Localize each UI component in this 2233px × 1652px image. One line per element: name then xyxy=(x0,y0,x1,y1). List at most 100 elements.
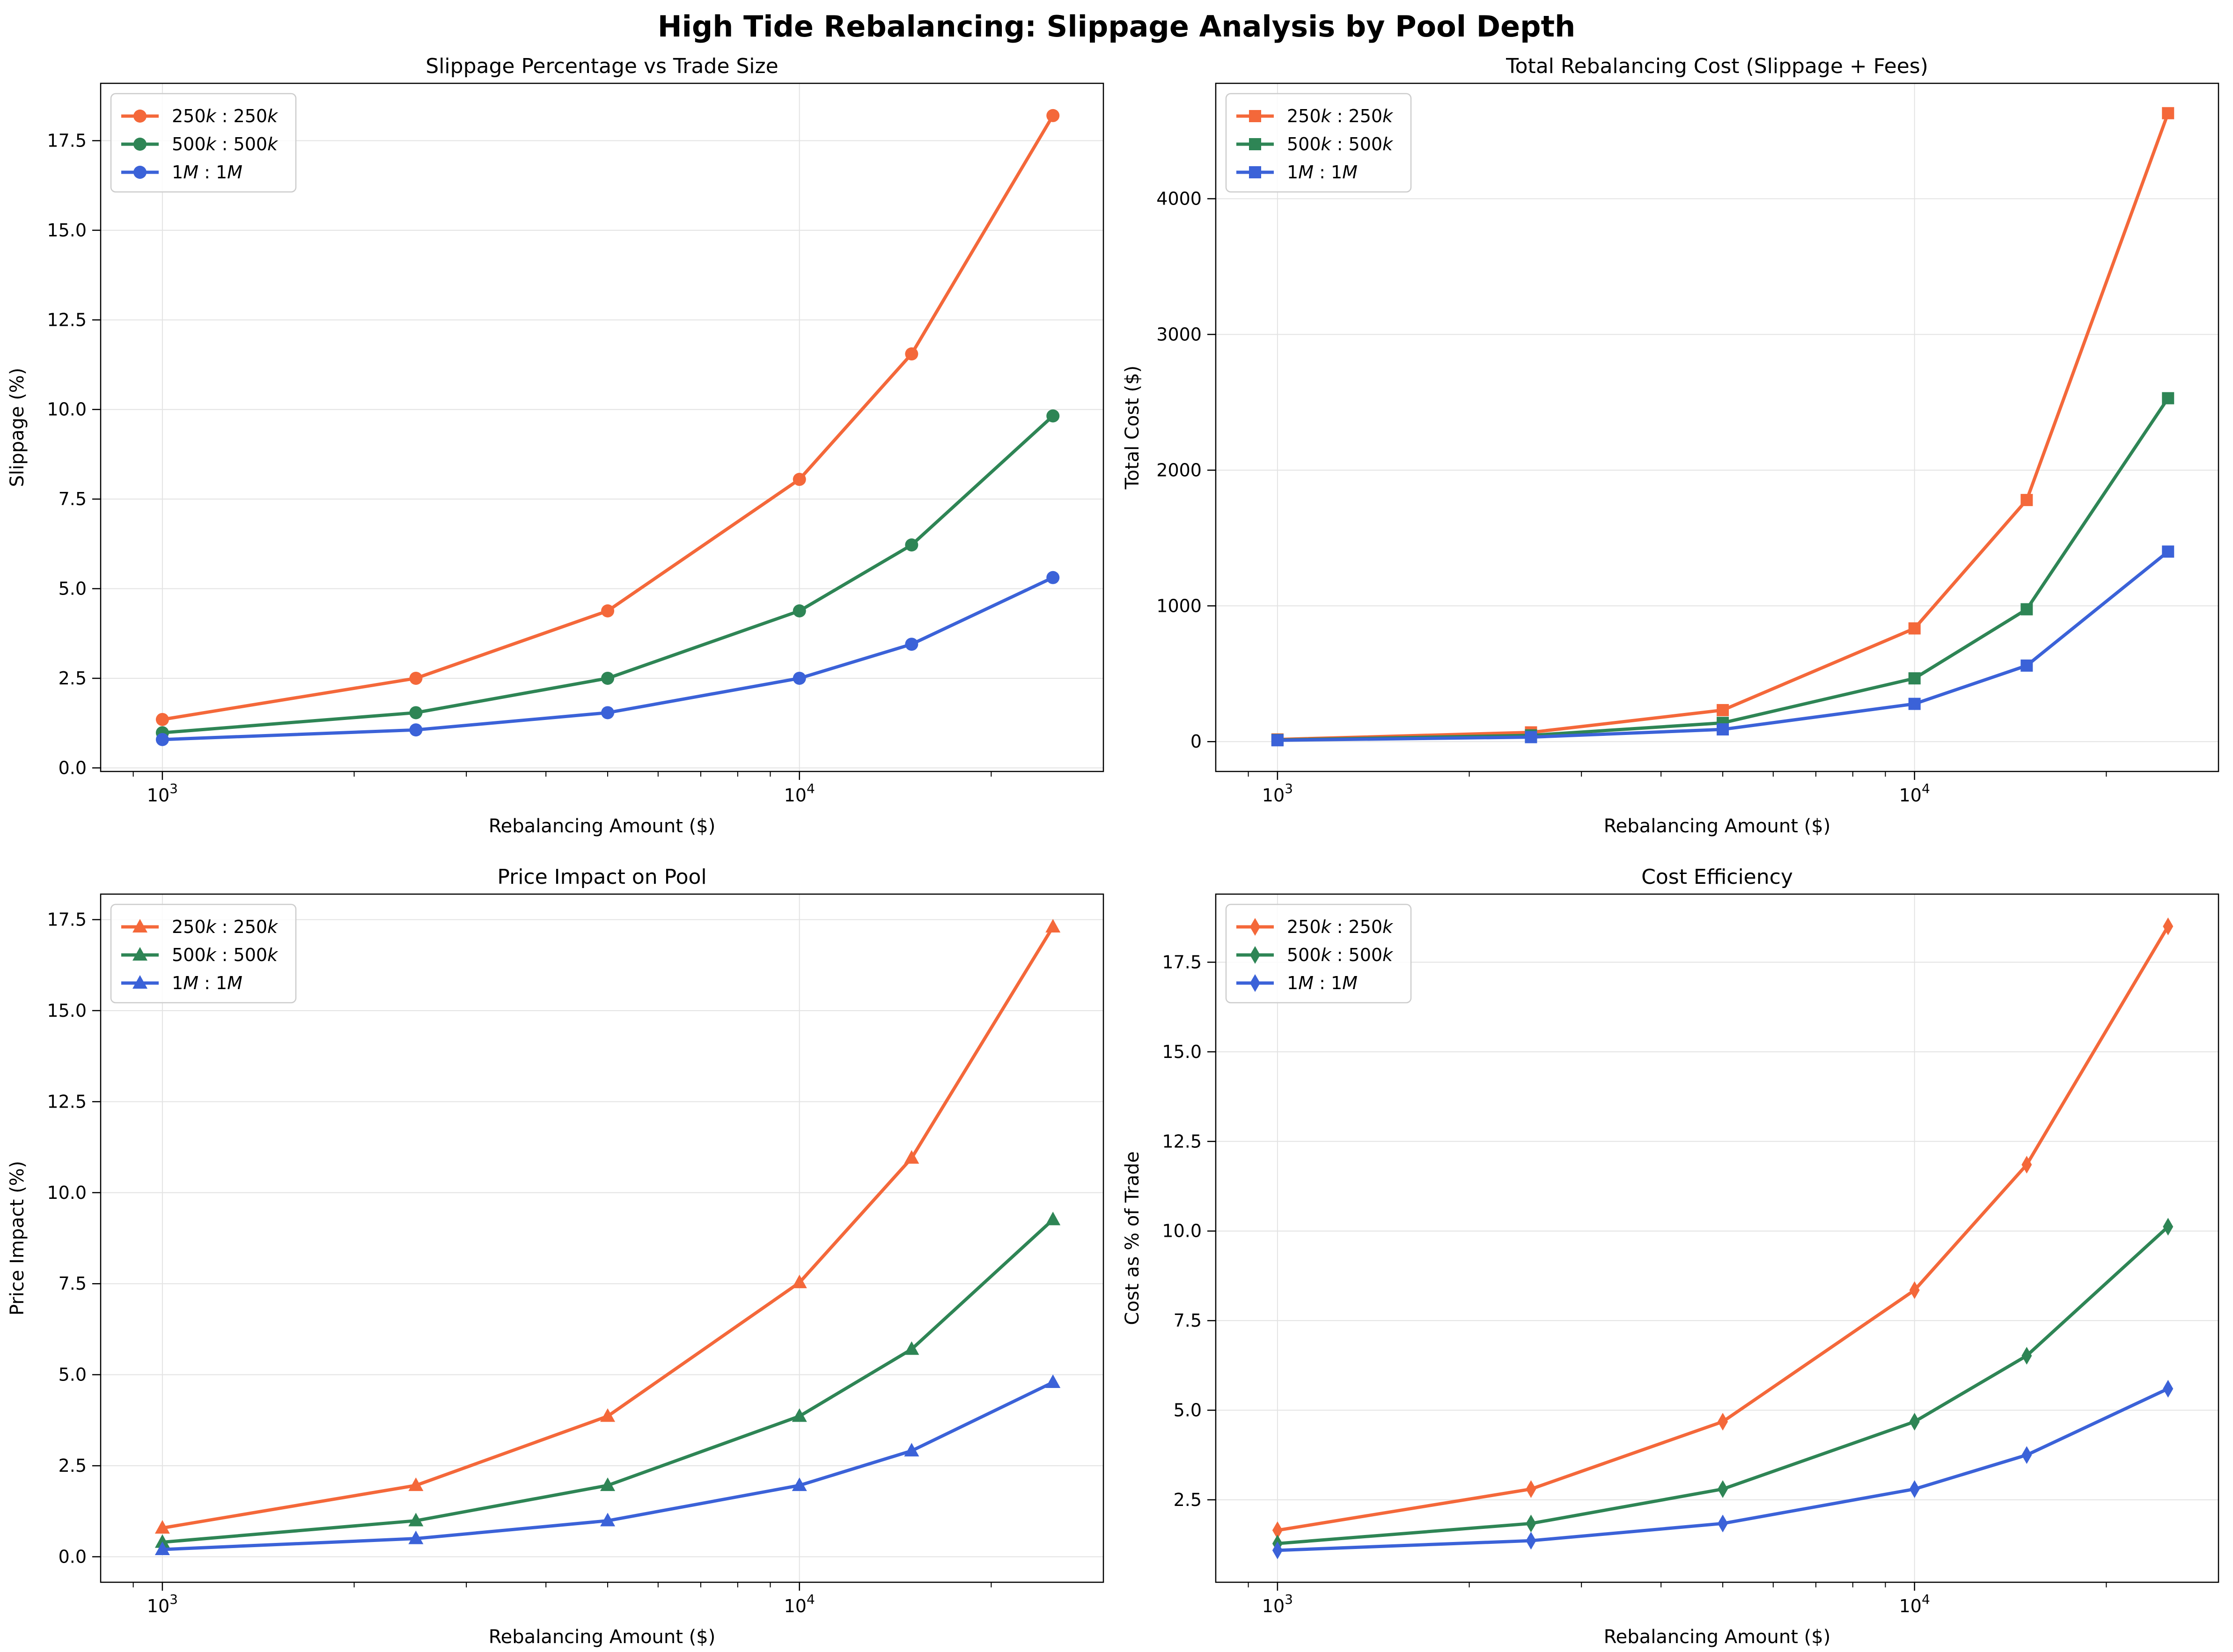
series-line xyxy=(161,576,1055,742)
x-axis-label: Rebalancing Amount ($) xyxy=(489,815,716,837)
legend-item: 500k : 500k xyxy=(1236,134,1394,154)
data-point xyxy=(2020,494,2033,507)
x-minor-ticks xyxy=(132,1582,992,1587)
y-axis-label: Slippage (%) xyxy=(7,368,28,487)
data-point xyxy=(792,1477,807,1491)
data-point xyxy=(408,1512,424,1527)
y-tick-label: 17.5 xyxy=(47,909,87,930)
data-point xyxy=(2162,392,2174,404)
data-point xyxy=(1909,1480,1920,1498)
y-tick-label: 2.5 xyxy=(59,668,87,689)
legend-marker xyxy=(133,110,147,123)
data-point xyxy=(1718,1413,1728,1431)
x-tick-label: 104 xyxy=(784,781,815,806)
y-tick-label: 7.5 xyxy=(1174,1310,1202,1331)
series-1 xyxy=(154,919,1061,1534)
x-tick-label: 103 xyxy=(1262,1592,1293,1616)
x-tick-label: 103 xyxy=(147,1592,178,1616)
x-tick-label: 104 xyxy=(784,1592,815,1616)
data-point xyxy=(1908,622,1921,635)
y-tick-label: 12.5 xyxy=(47,309,87,330)
x-minor-ticks xyxy=(1248,1582,2107,1587)
legend-item: 250k : 250k xyxy=(1236,106,1394,126)
data-point xyxy=(1271,734,1284,747)
series-3 xyxy=(154,1374,1061,1555)
series-2 xyxy=(1272,1218,2174,1553)
data-point xyxy=(904,1150,919,1164)
chart-title: Total Rebalancing Cost (Slippage + Fees) xyxy=(1506,54,1928,78)
series-line xyxy=(1276,396,2170,742)
series-1 xyxy=(1272,917,2174,1539)
series-line xyxy=(161,1218,1055,1544)
data-point xyxy=(1272,1521,1283,1539)
legend-label: 1M : 1M xyxy=(1287,162,1358,183)
data-point xyxy=(1717,704,1729,716)
chart-panel-2: 103 104 0 1000 2000 3000 4000 Total Rebalancing… xyxy=(1122,54,2219,837)
y-tick-label: 10.0 xyxy=(1162,1221,1202,1241)
data-point xyxy=(1718,1514,1728,1533)
data-point xyxy=(409,671,423,685)
data-point xyxy=(1526,1532,1536,1550)
grid xyxy=(1216,83,2218,771)
x-axis-label: Rebalancing Amount ($) xyxy=(1604,815,1831,837)
data-point xyxy=(2163,1218,2174,1236)
data-point xyxy=(792,1274,807,1288)
chart-panel-1: 103 104 0.0 2.5 5.0 7.5 10.0 12.5 15.0 17.5 Slippa… xyxy=(7,54,1104,837)
y-tick-label: 2.5 xyxy=(59,1455,87,1476)
x-tick-label: 104 xyxy=(1899,781,1930,806)
y-tick-label: 0 xyxy=(1190,731,1202,752)
legend: 250k : 250k 500k : 500k 1M : 1M xyxy=(110,93,297,193)
y-tick-label: 10.0 xyxy=(47,1182,87,1203)
legend-marker xyxy=(1249,166,1261,178)
legend-label: 1M : 1M xyxy=(172,162,242,183)
legend-box xyxy=(110,903,297,1004)
data-point xyxy=(2020,659,2033,672)
legend: 250k : 250k 500k : 500k 1M : 1M xyxy=(1225,903,1412,1004)
data-point xyxy=(905,538,918,552)
data-point xyxy=(793,604,806,617)
y-tick-label: 5.0 xyxy=(59,1365,87,1385)
data-point xyxy=(792,1408,807,1422)
axes-frame xyxy=(1215,82,2219,772)
grid xyxy=(101,83,1103,771)
legend-marker xyxy=(133,166,147,179)
legend: 250k : 250k 500k : 500k 1M : 1M xyxy=(110,903,297,1004)
data-point xyxy=(1908,672,1921,685)
y-tick-label: 7.5 xyxy=(59,1273,87,1294)
data-point xyxy=(2021,1446,2032,1464)
legend-marker xyxy=(1250,974,1260,992)
data-point xyxy=(154,1542,170,1555)
data-point xyxy=(1718,1480,1728,1498)
figure-title: High Tide Rebalancing: Slippage Analysis… xyxy=(658,9,1576,44)
series-line xyxy=(1276,550,2170,742)
legend-label: 1M : 1M xyxy=(172,973,242,993)
series-1 xyxy=(1271,107,2174,746)
y-tick-label: 17.5 xyxy=(47,131,87,151)
data-point xyxy=(2021,1156,2032,1174)
legend-box xyxy=(1225,903,1412,1004)
legend-item: 1M : 1M xyxy=(1236,973,1358,993)
legend-label: 250k : 250k xyxy=(172,106,279,126)
legend-item: 500k : 500k xyxy=(121,945,279,965)
data-point xyxy=(155,733,169,746)
legend-label: 250k : 250k xyxy=(172,917,279,937)
data-point xyxy=(1909,1281,1920,1300)
series-2 xyxy=(1271,392,2174,746)
legend-item: 1M : 1M xyxy=(121,973,242,993)
legend-marker xyxy=(132,975,147,989)
data-point xyxy=(1526,1480,1536,1498)
chart-title: Price Impact on Pool xyxy=(497,865,706,889)
legend-item: 250k : 250k xyxy=(121,106,279,126)
data-point xyxy=(1045,1211,1061,1226)
data-point xyxy=(408,1477,424,1491)
axes-frame xyxy=(100,82,1104,772)
y-tick-label: 12.5 xyxy=(47,1091,87,1112)
series-line xyxy=(1276,1387,2170,1552)
data-point xyxy=(1909,1413,1920,1431)
legend-marker xyxy=(1250,946,1260,964)
x-tick-label: 104 xyxy=(1899,1592,1930,1616)
y-tick-label: 2000 xyxy=(1156,460,1202,480)
legend-label: 500k : 500k xyxy=(1287,134,1394,154)
data-point xyxy=(600,1408,616,1422)
legend-item: 1M : 1M xyxy=(1236,162,1358,183)
